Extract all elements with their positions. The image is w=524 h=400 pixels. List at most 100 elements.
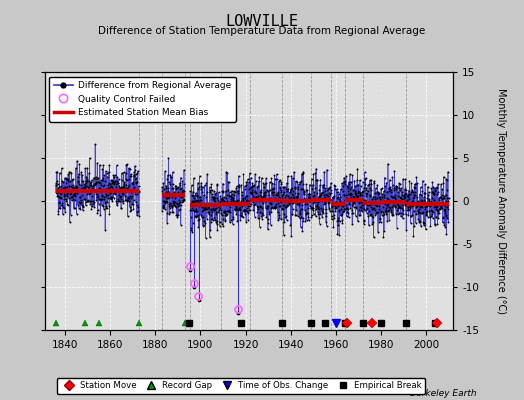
Point — [225, 207, 233, 214]
Point — [117, 190, 126, 196]
Point — [110, 190, 118, 196]
Point — [111, 178, 119, 184]
Point — [304, 196, 312, 203]
Point — [76, 206, 84, 212]
Point — [237, 210, 245, 216]
Point — [368, 198, 376, 204]
Point — [272, 171, 281, 178]
Point — [380, 199, 389, 205]
Point — [348, 172, 357, 178]
Point — [77, 187, 85, 193]
Point — [244, 217, 253, 223]
Point — [405, 178, 413, 185]
Point — [172, 212, 180, 218]
Point — [269, 184, 278, 191]
Point — [246, 203, 254, 209]
Point — [226, 219, 234, 226]
Point — [347, 184, 356, 190]
Point — [115, 198, 123, 204]
Point — [390, 187, 398, 194]
Point — [174, 184, 182, 190]
Point — [243, 176, 252, 182]
Point — [428, 211, 436, 217]
Point — [329, 224, 337, 230]
Point — [265, 192, 273, 198]
Point — [435, 210, 443, 216]
Point — [205, 211, 213, 217]
Point — [415, 201, 423, 208]
Point — [374, 208, 382, 215]
Point — [422, 202, 431, 208]
Point — [103, 187, 112, 194]
Point — [192, 214, 201, 220]
Point — [94, 174, 102, 181]
Point — [160, 198, 168, 204]
Point — [309, 205, 317, 211]
Point — [289, 192, 298, 198]
Point — [69, 176, 77, 182]
Point — [134, 168, 142, 174]
Point — [180, 188, 188, 195]
Point — [275, 194, 283, 201]
Point — [240, 208, 248, 214]
Point — [160, 201, 168, 208]
Point — [203, 205, 211, 212]
Point — [120, 189, 128, 195]
Point — [217, 198, 226, 204]
Point — [190, 212, 199, 219]
Point — [97, 202, 106, 208]
Point — [328, 208, 336, 214]
Point — [366, 192, 375, 199]
Point — [90, 199, 99, 205]
Point — [221, 217, 230, 223]
Point — [96, 196, 105, 202]
Point — [72, 165, 80, 171]
Point — [96, 212, 104, 218]
Point — [111, 178, 119, 184]
Point — [233, 198, 241, 204]
Point — [337, 202, 346, 209]
Point — [427, 213, 435, 219]
Point — [425, 197, 433, 203]
Point — [249, 182, 257, 189]
Point — [334, 217, 342, 223]
Point — [296, 179, 304, 185]
Point — [125, 165, 133, 171]
Point — [223, 202, 232, 208]
Point — [402, 207, 411, 213]
Point — [421, 204, 430, 210]
Point — [262, 214, 270, 220]
Point — [89, 183, 97, 190]
Point — [303, 210, 312, 216]
Point — [132, 171, 140, 178]
Point — [267, 200, 276, 207]
Point — [268, 186, 277, 192]
Point — [215, 200, 223, 207]
Point — [398, 215, 407, 222]
Point — [91, 181, 99, 188]
Point — [308, 205, 316, 212]
Point — [114, 198, 122, 205]
Point — [377, 185, 386, 192]
Point — [102, 186, 111, 192]
Point — [388, 199, 397, 205]
Point — [383, 218, 391, 224]
Point — [187, 206, 195, 213]
Point — [415, 217, 423, 224]
Point — [276, 184, 285, 190]
Point — [90, 175, 98, 181]
Point — [389, 182, 397, 188]
Point — [402, 187, 410, 194]
Point — [169, 209, 177, 215]
Point — [415, 218, 423, 225]
Point — [224, 201, 232, 207]
Point — [315, 194, 323, 200]
Point — [202, 194, 210, 200]
Point — [321, 195, 329, 201]
Point — [295, 196, 303, 203]
Point — [211, 206, 219, 212]
Point — [224, 209, 232, 215]
Point — [273, 196, 281, 202]
Point — [162, 198, 171, 204]
Point — [113, 174, 122, 180]
